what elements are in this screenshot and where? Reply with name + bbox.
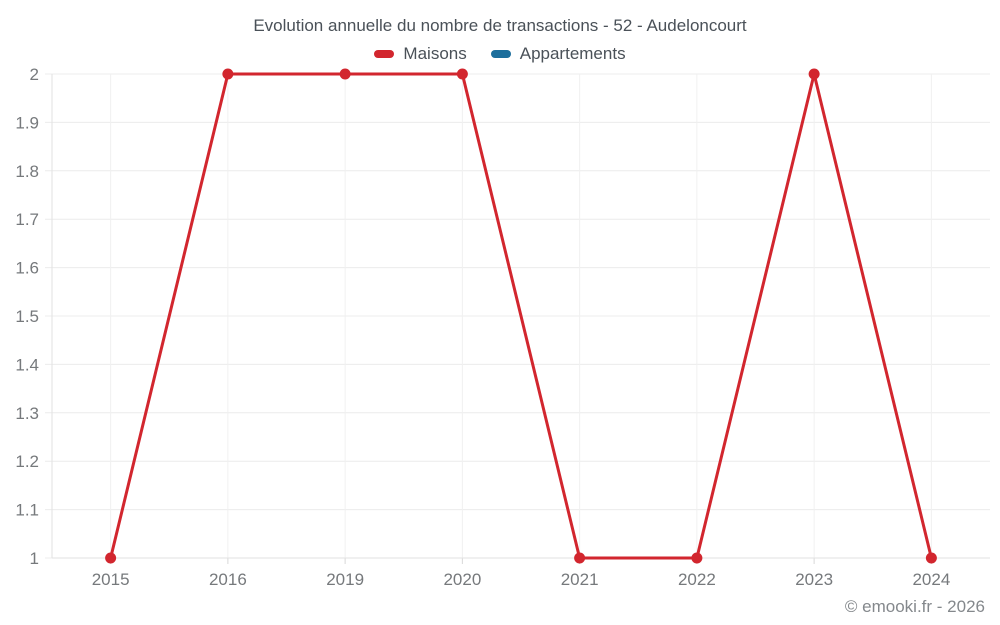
data-point-maisons-2022[interactable] xyxy=(691,552,703,564)
data-point-maisons-2015[interactable] xyxy=(105,552,117,564)
y-tick-label: 1.5 xyxy=(15,307,39,326)
data-point-maisons-2020[interactable] xyxy=(456,68,468,80)
chart-title: Evolution annuelle du nombre de transact… xyxy=(253,16,747,35)
x-tick-label: 2022 xyxy=(678,570,716,589)
data-point-maisons-2024[interactable] xyxy=(925,552,937,564)
y-tick-label: 1.1 xyxy=(15,501,39,520)
legend-item-maisons[interactable]: Maisons xyxy=(374,44,467,64)
y-tick-label: 1 xyxy=(30,549,39,568)
y-tick-label: 1.2 xyxy=(15,452,39,471)
legend: Maisons Appartements xyxy=(0,44,1000,64)
y-tick-label: 1.3 xyxy=(15,404,39,423)
y-tick-label: 1.4 xyxy=(15,355,39,374)
y-tick-label: 1.8 xyxy=(15,162,39,181)
x-tick-label: 2015 xyxy=(92,570,130,589)
x-tick-label: 2019 xyxy=(326,570,364,589)
legend-label-maisons: Maisons xyxy=(403,44,467,63)
legend-label-appartements: Appartements xyxy=(519,44,626,63)
data-point-maisons-2021[interactable] xyxy=(574,552,586,564)
y-tick-label: 1.9 xyxy=(15,113,39,132)
y-tick-label: 1.6 xyxy=(15,259,39,278)
x-tick-label: 2023 xyxy=(795,570,833,589)
x-tick-label: 2021 xyxy=(561,570,599,589)
data-point-maisons-2016[interactable] xyxy=(222,68,234,80)
x-tick-label: 2016 xyxy=(209,570,247,589)
data-point-maisons-2019[interactable] xyxy=(339,68,351,80)
x-tick-label: 2020 xyxy=(443,570,481,589)
series-line-maisons xyxy=(109,72,933,560)
y-tick-label: 1.7 xyxy=(15,210,39,229)
x-tick-label: 2024 xyxy=(912,570,950,589)
legend-item-appartements[interactable]: Appartements xyxy=(490,44,626,64)
appartements-series-swatch xyxy=(490,50,511,58)
watermark: © emooki.fr - 2026 xyxy=(844,597,985,616)
y-tick-label: 2 xyxy=(30,65,39,84)
maisons-series-swatch xyxy=(374,50,395,58)
data-point-maisons-2023[interactable] xyxy=(808,68,820,80)
